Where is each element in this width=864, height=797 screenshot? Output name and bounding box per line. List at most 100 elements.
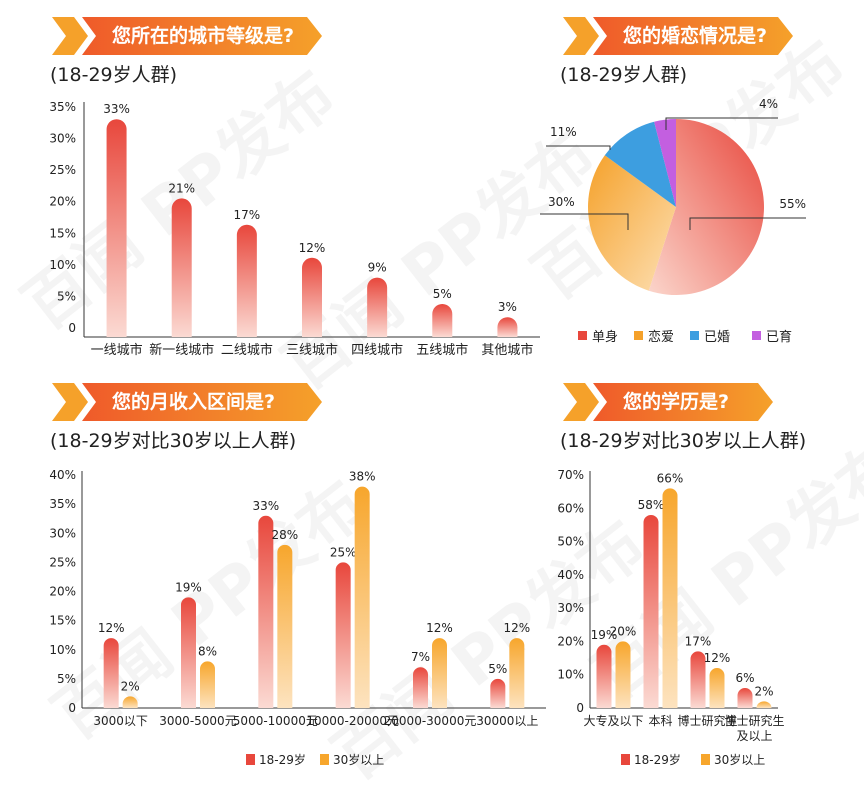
data-label: 2%: [121, 679, 140, 693]
x-tick-label: 博士研究生: [677, 713, 737, 728]
y-tick-label: 40%: [49, 468, 76, 482]
bar: [367, 277, 388, 337]
leader-line: [665, 117, 778, 130]
y-tick-label: 15%: [49, 614, 76, 628]
data-label: 55%: [779, 197, 806, 211]
bar: [509, 638, 525, 708]
x-tick-label: 其他城市: [481, 342, 533, 358]
data-label: 33%: [103, 102, 130, 116]
data-label: 66%: [657, 471, 684, 485]
legend-swatch: [690, 331, 699, 340]
bar: [596, 644, 612, 708]
legend-swatch: [621, 754, 630, 765]
x-tick-label: 3000-5000元: [159, 714, 236, 728]
legend-swatch: [578, 331, 587, 340]
x-tick-label: 五线城市: [416, 342, 468, 358]
y-tick-label: 0: [576, 701, 584, 715]
y-tick-label: 35%: [49, 100, 76, 114]
bar: [490, 678, 506, 708]
banner-arrow-shape: [563, 17, 793, 55]
y-tick-label: 5%: [57, 672, 76, 686]
data-label: 3%: [498, 300, 517, 314]
data-label: 20%: [610, 624, 637, 638]
x-tick-label: 四线城市: [351, 342, 403, 358]
data-label: 2%: [754, 684, 773, 698]
panel-subtitle-education: (18-29岁对比30岁以上人群): [560, 430, 807, 452]
pie-slice: [654, 119, 676, 207]
data-label: 28%: [271, 528, 298, 542]
x-tick-label: 及以上: [736, 729, 772, 743]
y-tick-label: 30%: [49, 526, 76, 540]
y-tick-label: 20%: [49, 195, 76, 209]
y-tick-label: 0: [68, 701, 76, 715]
legend-swatch: [634, 331, 643, 340]
legend-label: 30岁以上: [714, 752, 765, 767]
y-tick-label: 70%: [557, 468, 584, 482]
y-tick-label: 15%: [49, 226, 76, 240]
banner-arrow-shape: [563, 383, 773, 421]
data-label: 33%: [252, 499, 279, 513]
data-label: 17%: [234, 208, 261, 222]
panel-subtitle-city: (18-29岁人群): [50, 64, 178, 86]
bar: [432, 304, 453, 337]
bar: [413, 667, 428, 708]
legend-label: 30岁以上: [333, 752, 384, 767]
bar: [236, 224, 257, 337]
y-tick-label: 10%: [557, 668, 584, 682]
data-label: 12%: [503, 621, 530, 635]
bar: [302, 257, 322, 337]
panel-banner-marital: 您的婚恋情况是?: [563, 17, 793, 55]
bar: [615, 641, 631, 708]
legend-swatch: [320, 754, 329, 765]
y-tick-label: 10%: [49, 258, 76, 272]
bar: [737, 688, 753, 708]
bar: [171, 198, 192, 337]
data-label: 21%: [168, 181, 195, 195]
legend-label: 已育: [766, 329, 792, 345]
x-tick-label: 二线城市: [221, 342, 273, 358]
x-tick-label: 10000-20000元: [306, 714, 399, 728]
x-tick-label: 本科: [648, 714, 672, 728]
panel-banner-city: 您所在的城市等级是?: [52, 17, 322, 55]
bar: [335, 562, 351, 708]
data-label: 5%: [433, 287, 452, 301]
y-tick-label: 40%: [557, 568, 584, 582]
data-label: 12%: [98, 621, 125, 635]
legend-label: 已婚: [704, 330, 730, 345]
data-label: 6%: [735, 671, 754, 685]
banner-arrow-shape: [52, 383, 322, 421]
bar: [690, 651, 706, 708]
x-tick-label: 30000以上: [476, 714, 538, 728]
data-label: 5%: [488, 662, 507, 676]
data-label: 9%: [368, 261, 387, 275]
bar: [106, 119, 127, 337]
banner-arrow-shape: [52, 17, 322, 55]
panel-banner-education: 您的学历是?: [563, 383, 773, 421]
bar: [709, 668, 725, 708]
legend-swatch: [752, 331, 761, 340]
panel-subtitle-income: (18-29岁对比30岁以上人群): [50, 430, 297, 452]
y-tick-label: 60%: [557, 501, 584, 515]
x-tick-label: 一线城市: [91, 342, 143, 358]
y-tick-label: 5%: [57, 289, 76, 303]
data-label: 17%: [685, 634, 712, 648]
data-label: 12%: [299, 241, 326, 255]
x-tick-label: 20000-30000元: [384, 714, 477, 728]
data-label: 19%: [175, 580, 202, 594]
data-label: 30%: [548, 195, 575, 209]
y-tick-label: 30%: [49, 132, 76, 146]
legend-label: 18-29岁: [634, 752, 681, 767]
data-label: 7%: [411, 650, 430, 664]
bar: [122, 696, 138, 708]
x-tick-label: 3000以下: [93, 714, 148, 728]
legend-label: 单身: [592, 329, 618, 345]
y-tick-label: 20%: [49, 585, 76, 599]
bar: [432, 638, 447, 708]
banner-title: 您所在的城市等级是?: [112, 25, 295, 47]
y-tick-label: 25%: [49, 555, 76, 569]
pie-slice: [604, 121, 676, 207]
y-tick-label: 25%: [49, 163, 76, 177]
bar: [181, 597, 196, 708]
